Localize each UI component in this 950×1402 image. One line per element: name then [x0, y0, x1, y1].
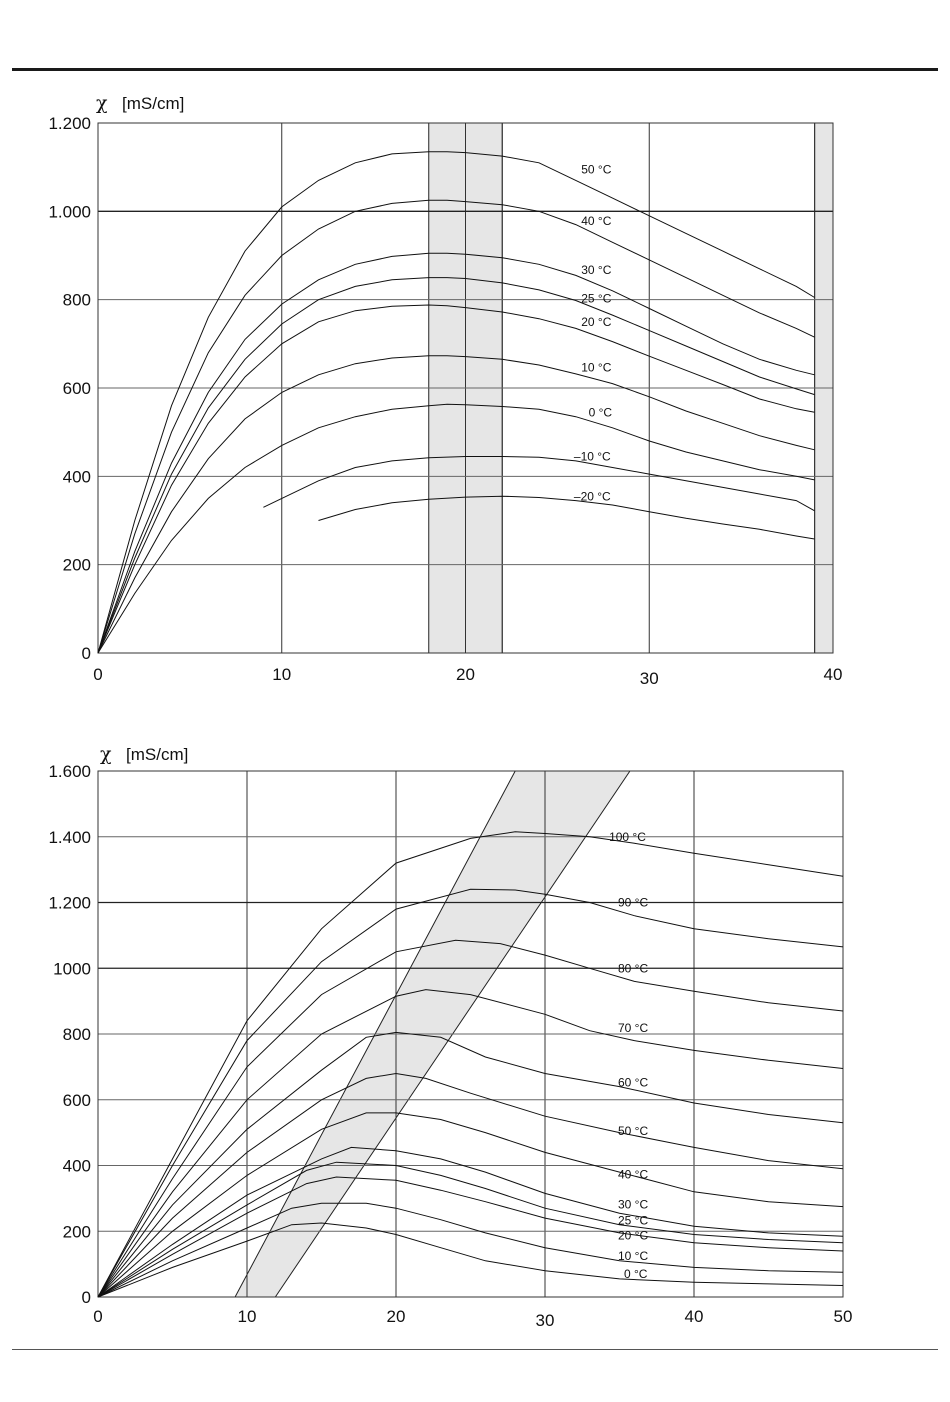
y-axis-symbol: χ — [100, 743, 112, 765]
series-line-4 — [97, 304, 815, 654]
y-tick-label: 800 — [63, 291, 91, 310]
series-label: 30 °C — [581, 263, 611, 277]
series-line-3 — [97, 277, 815, 654]
y-tick-label: 400 — [63, 467, 91, 486]
series-line-9 — [97, 1176, 844, 1298]
series-label: 0 °C — [624, 1267, 648, 1281]
series-label: 25 °C — [581, 291, 611, 305]
series-line-10 — [97, 1202, 844, 1298]
top-rule — [12, 68, 938, 71]
series-label: 60 °C — [618, 1075, 648, 1089]
series-label: 50 °C — [618, 1124, 648, 1138]
conductivity-chart-upper: 50 °C 40 °C 30 °C 25 °C 20 °C 10 °C 0 °C –10 °C… — [48, 92, 843, 688]
y-tick-label: 600 — [63, 379, 91, 398]
series-label: 0 °C — [589, 405, 613, 419]
y-tick-label: 200 — [63, 556, 91, 575]
series-label: 25 °C — [618, 1214, 648, 1228]
series-line-7 — [97, 1146, 844, 1298]
series-line-2 — [97, 939, 844, 1298]
y-tick-label: 600 — [63, 1091, 91, 1110]
series-line-2 — [97, 252, 815, 654]
y-tick-label: 1.000 — [48, 202, 91, 221]
series-label: 40 °C — [618, 1167, 648, 1181]
series-line-6 — [97, 1112, 844, 1298]
series-line-1 — [97, 199, 815, 654]
series-label: –10 °C — [574, 449, 611, 463]
series-line-1 — [97, 888, 844, 1298]
x-tick-label: 40 — [685, 1307, 704, 1326]
x-tick-label: 0 — [93, 1307, 102, 1326]
y-axis-symbol: χ — [96, 92, 108, 114]
series-line-8 — [97, 1161, 844, 1298]
series-line-5 — [97, 1072, 844, 1298]
y-tick-label: 400 — [63, 1157, 91, 1176]
y-tick-label: 800 — [63, 1025, 91, 1044]
series-label: 30 °C — [618, 1197, 648, 1211]
series-line-7 — [263, 456, 815, 512]
series-line-11 — [97, 1222, 844, 1298]
x-tick-label: 40 — [824, 665, 843, 684]
series-line-5 — [97, 355, 815, 654]
series-label: –20 °C — [574, 490, 611, 504]
bottom-rule — [12, 1349, 938, 1350]
series-label: 50 °C — [581, 162, 611, 176]
series-line-3 — [97, 989, 844, 1298]
y-axis-unit: [mS/cm] — [122, 94, 184, 113]
series-label: 10 °C — [581, 361, 611, 375]
series-line-0 — [97, 151, 815, 654]
x-tick-label: 50 — [834, 1307, 853, 1326]
y-axis-unit: [mS/cm] — [126, 745, 188, 764]
series-label: 20 °C — [581, 315, 611, 329]
y-tick-label: 0 — [82, 1288, 91, 1307]
y-tick-label: 1000 — [53, 959, 91, 978]
series-label: 20 °C — [618, 1229, 648, 1243]
series-label: 40 °C — [581, 214, 611, 228]
series-label: 10 °C — [618, 1249, 648, 1263]
y-tick-label: 0 — [82, 644, 91, 663]
series-label: 70 °C — [618, 1021, 648, 1035]
series-line-6 — [97, 403, 815, 654]
conductivity-chart-lower: 100 °C90 °C80 °C70 °C60 °C50 °C40 °C30 °… — [48, 743, 853, 1330]
y-tick-label: 200 — [63, 1222, 91, 1241]
plot-frame — [97, 770, 844, 1298]
series-label: 100 °C — [609, 830, 646, 844]
x-tick-label: 10 — [272, 665, 291, 684]
plot-frame — [97, 122, 834, 654]
series-label: 90 °C — [618, 896, 648, 910]
x-tick-label: 30 — [640, 669, 659, 688]
series-line-8 — [318, 495, 815, 540]
series-line-4 — [97, 1031, 844, 1298]
series-line-0 — [97, 831, 844, 1298]
x-tick-label: 20 — [456, 665, 475, 684]
x-tick-label: 0 — [93, 665, 102, 684]
x-tick-label: 10 — [238, 1307, 257, 1326]
y-tick-label: 1.400 — [48, 828, 91, 847]
x-tick-label: 30 — [536, 1311, 555, 1330]
y-tick-label: 1.600 — [48, 762, 91, 781]
y-tick-label: 1.200 — [48, 894, 91, 913]
x-tick-label: 20 — [387, 1307, 406, 1326]
y-tick-label: 1.200 — [48, 114, 91, 133]
series-label: 80 °C — [618, 961, 648, 975]
